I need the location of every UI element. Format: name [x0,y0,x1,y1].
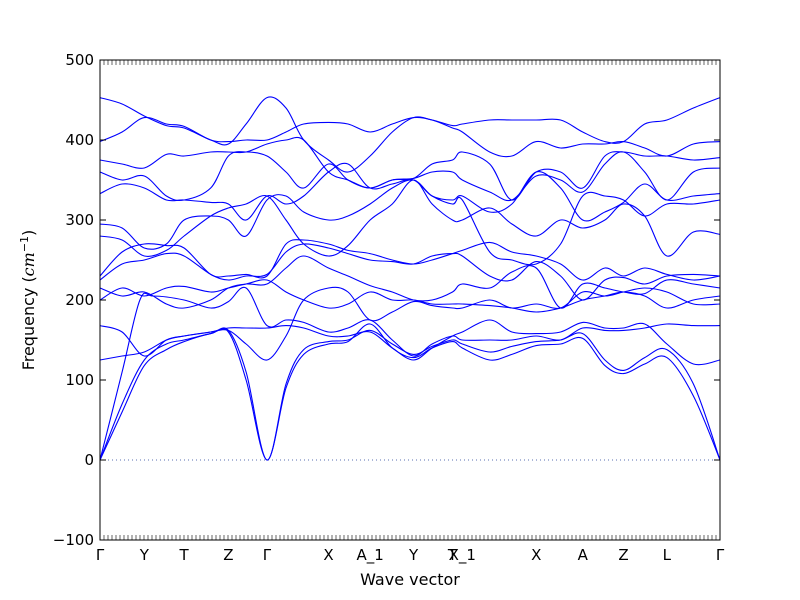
y-axis-label-unit: cm [19,252,38,276]
branch-line-12 [99,162,721,222]
x-tick-label: Z [223,546,233,564]
branch-line-5 [99,286,721,361]
branch-line-16 [99,96,721,173]
x-tick-label: A_1 [356,546,383,565]
y-tick-label: 0 [84,451,94,469]
branch-line-4 [99,319,721,366]
x-tick-label: X [323,546,333,564]
y-axis-label: Frequency (cm−1) [18,230,38,371]
x-tick-label: L [663,546,672,564]
branch-line-7 [99,255,721,309]
y-tick-label: 300 [65,211,94,229]
branch-line-2 [99,327,721,461]
x-axis-label: Wave vector [360,570,460,589]
x-tick-label: T [179,546,190,564]
x-tick-label: X [531,546,541,564]
x-tick-label: X_1 [449,546,476,565]
x-tick-label: Y [139,546,150,564]
x-tick-label: A [578,546,589,564]
branch-line-14 [99,136,721,201]
x-tick-label: Γ [96,546,105,564]
branch-line-6 [99,279,721,313]
series-layer [99,96,721,461]
branch-line-11 [99,179,721,266]
y-axis-label-close: ) [19,230,38,236]
y-axis: −100 0 100 200 300 400 500 [53,51,720,549]
y-axis-label-main: Frequency ( [19,276,38,370]
x-tick-label: Y [408,546,419,564]
branch-line-13 [99,151,721,202]
branch-line-10 [99,179,721,257]
branch-line-1 [99,323,721,461]
x-axis: Γ Y T Z Γ X A_1 Y TX_1 X A Z L Γ [96,60,725,565]
y-tick-label: 100 [65,371,94,389]
x-tick-label: T [447,546,458,564]
x-tick-label: Z [618,546,628,564]
y-axis-label-exp: −1 [18,236,31,252]
branch-line-9 [99,239,721,281]
branch-line-15 [99,116,721,158]
x-tick-label: Γ [716,546,725,564]
y-tick-label: 500 [65,51,94,69]
y-tick-label: −100 [53,531,94,549]
x-tick-label: Γ [263,546,272,564]
branch-line-3 [99,286,721,461]
y-tick-label: 200 [65,291,94,309]
y-tick-label: 400 [65,131,94,149]
